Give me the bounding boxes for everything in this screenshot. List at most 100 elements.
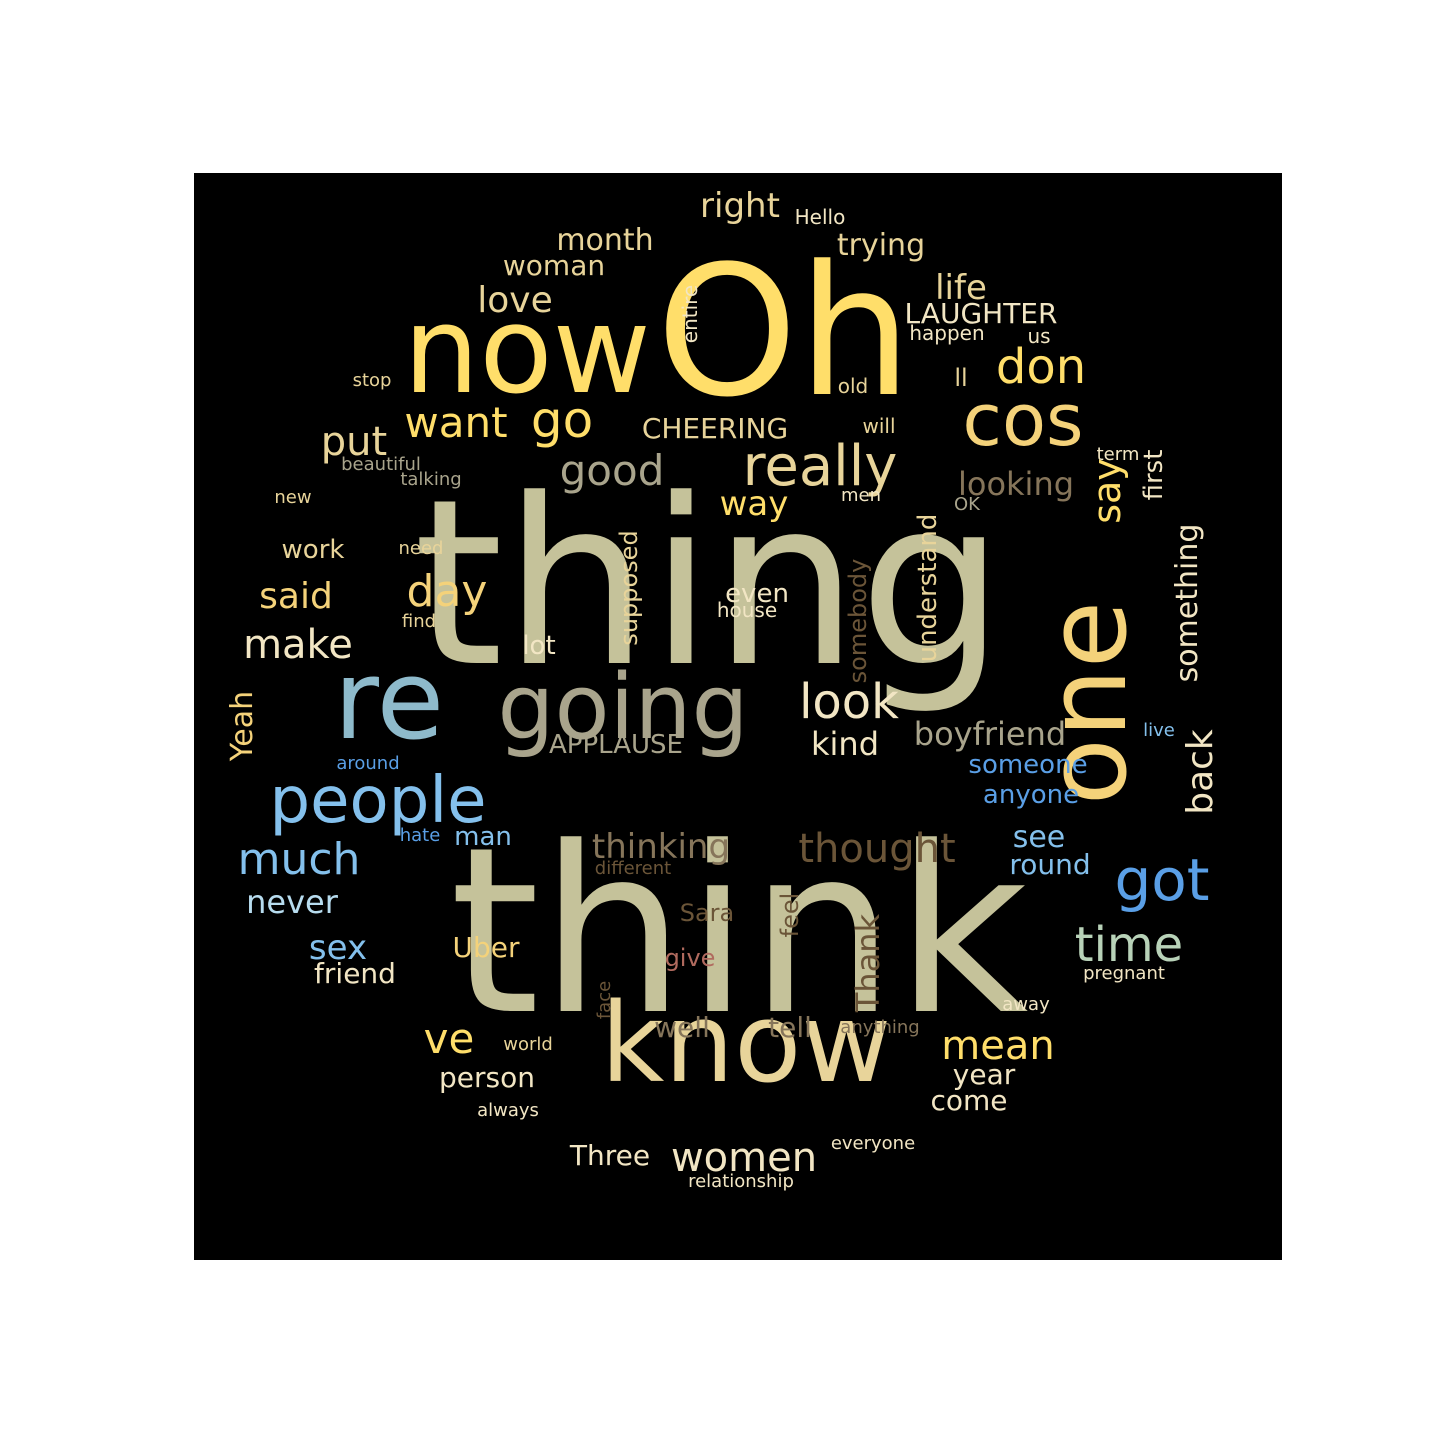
word-sex: sex [309, 928, 367, 968]
word-way: way [720, 484, 789, 524]
word-work: work [282, 535, 345, 565]
word-tell: tell [768, 1011, 812, 1044]
word-women: women [671, 1135, 817, 1181]
word-everyone: everyone [831, 1133, 915, 1154]
word-know: know [601, 979, 892, 1107]
word-mean: mean [941, 1023, 1054, 1069]
word-stop: stop [353, 370, 392, 391]
word-don: don [996, 339, 1086, 395]
word-beautiful: beautiful [341, 454, 421, 475]
word-got: got [1114, 846, 1209, 914]
word-need: need [399, 538, 444, 559]
word-round: round [1009, 848, 1090, 881]
word-right: right [700, 186, 780, 226]
word-cheering: CHEERING [642, 412, 788, 445]
word-well: well [654, 1011, 710, 1044]
word-person: person [439, 1061, 535, 1094]
word-relationship: relationship [688, 1171, 794, 1192]
word-much: much [238, 834, 361, 885]
word-three: Three [569, 1139, 650, 1172]
word-time: time [1075, 917, 1183, 973]
word-us: us [1027, 324, 1050, 348]
word-face: face [594, 981, 615, 1019]
word-supposed: supposed [615, 530, 643, 645]
word-anyone: anyone [983, 780, 1079, 810]
word-thought: thought [798, 826, 955, 872]
word-old: old [838, 374, 869, 398]
word-applause: APPLAUSE [549, 730, 683, 760]
word-around: around [336, 753, 399, 774]
word-house: house [717, 598, 777, 622]
word-trying: trying [837, 228, 925, 263]
word-good: good [560, 446, 665, 495]
word-yeah: Yeah [225, 691, 260, 762]
word-term: term [1097, 444, 1140, 465]
word-world: world [503, 1034, 553, 1055]
word-woman: woman [503, 249, 605, 282]
word-ll: ll [954, 364, 967, 392]
word-someone: someone [968, 750, 1087, 780]
word-find: find [402, 611, 436, 632]
word-lot: lot [522, 631, 555, 661]
word-never: never [246, 883, 339, 921]
word-friend: friend [314, 957, 396, 990]
word-always: always [477, 1100, 539, 1121]
word-hello: Hello [795, 205, 846, 229]
word-understand: understand [913, 514, 943, 663]
word-really: really [743, 434, 898, 499]
word-anything: anything [840, 1017, 919, 1038]
word-boyfriend: boyfriend [914, 715, 1066, 753]
word-somebody: somebody [844, 559, 872, 684]
word-pregnant: pregnant [1083, 963, 1165, 984]
word-ve: ve [424, 1014, 475, 1063]
word-give: give [665, 944, 716, 972]
word-away: away [1002, 994, 1050, 1015]
word-day: day [407, 566, 488, 617]
word-want: want [404, 398, 507, 447]
word-laughter: LAUGHTER [905, 297, 1058, 330]
word-year: year [953, 1058, 1016, 1091]
word-see: see [1013, 820, 1066, 855]
word-feel: feel [776, 893, 804, 938]
word-looking: looking [958, 465, 1074, 503]
word-kind: kind [811, 725, 879, 763]
word-now: now [403, 282, 651, 421]
word-happen: happen [909, 321, 984, 345]
word-ok: OK [954, 494, 981, 515]
word-go: go [531, 391, 593, 449]
word-different: different [595, 858, 671, 879]
word-love: love [477, 280, 552, 321]
word-month: month [556, 223, 653, 258]
word-make: make [243, 622, 353, 668]
word-back: back [1180, 729, 1221, 815]
word-men: men [841, 485, 881, 506]
word-put: put [321, 419, 387, 465]
word-one: one [1023, 601, 1151, 806]
word-cloud-canvas: thing think Oh now one know re going people cos re… [194, 173, 1282, 1260]
word-man: man [454, 822, 512, 852]
word-new: new [274, 487, 311, 508]
word-uber: Uber [452, 931, 519, 964]
word-thing: thing [413, 451, 1005, 718]
word-re: re [334, 636, 444, 764]
word-something: something [1170, 524, 1205, 683]
word-hate: hate [400, 825, 441, 846]
word-think: think [450, 799, 1029, 1066]
word-say: say [1085, 458, 1129, 524]
word-entire: entire [678, 285, 702, 343]
word-going: going [497, 655, 748, 760]
word-live: live [1143, 720, 1175, 741]
word-look: look [799, 674, 899, 730]
word-even: even [725, 579, 789, 609]
word-sara: Sara [680, 899, 735, 927]
word-talking: talking [400, 469, 461, 490]
word-thinking: thinking [592, 827, 730, 867]
word-life: life [935, 268, 987, 308]
word-will: will [862, 414, 895, 438]
word-oh: Oh [656, 228, 912, 437]
word-come: come [930, 1084, 1007, 1117]
word-thank: Thank [849, 913, 887, 1013]
word-said: said [259, 576, 333, 617]
word-people: people [270, 764, 487, 838]
